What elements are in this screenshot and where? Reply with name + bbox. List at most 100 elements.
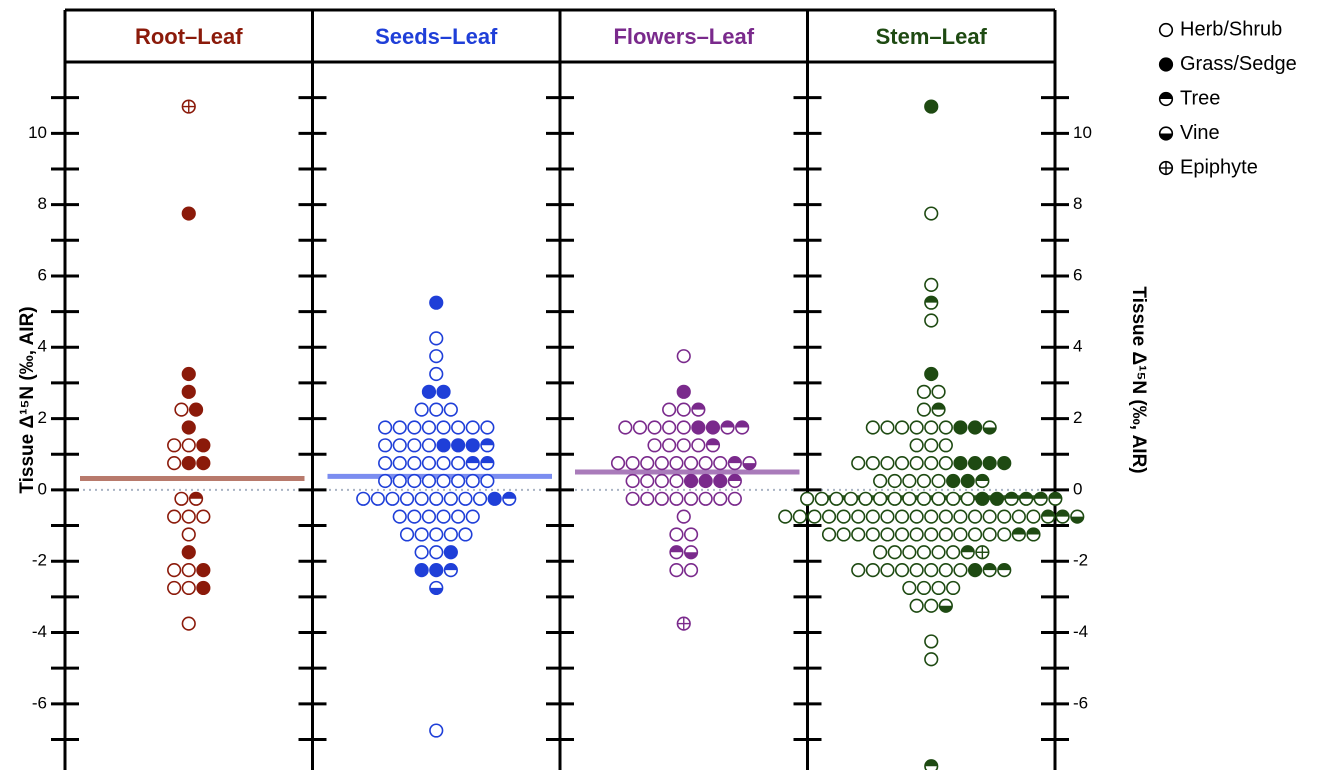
point-outline [887, 491, 902, 506]
point [414, 491, 429, 506]
point-outline [887, 545, 902, 560]
point-outline [713, 491, 728, 506]
point-half [1019, 492, 1033, 499]
point [407, 438, 422, 453]
point-outline [676, 420, 691, 435]
point-outline [443, 527, 458, 542]
point-outline [865, 527, 880, 542]
point-outline [953, 563, 968, 578]
point [421, 384, 437, 399]
point-outline [873, 473, 888, 489]
point-outline [836, 527, 851, 542]
point [1033, 491, 1048, 506]
point [167, 438, 182, 453]
point [188, 491, 204, 506]
point [429, 527, 444, 542]
point [451, 509, 466, 524]
point [1011, 527, 1026, 542]
point-half [735, 421, 749, 428]
legend-item: Vine [1158, 122, 1220, 144]
point-outline [640, 473, 655, 489]
legend-symbol [1158, 126, 1174, 141]
point [727, 473, 742, 489]
point [436, 384, 451, 399]
point [647, 420, 662, 435]
point-outline [451, 509, 466, 524]
point-half [997, 563, 1011, 571]
point [414, 545, 429, 560]
point-outline [938, 563, 953, 578]
point [429, 580, 444, 596]
point-outline [392, 438, 407, 453]
point-outline [851, 456, 866, 471]
point [1055, 509, 1070, 524]
point [465, 420, 480, 435]
point [924, 634, 939, 649]
point [443, 527, 458, 542]
point [443, 545, 458, 560]
point [946, 580, 961, 596]
legend-symbol [1158, 57, 1174, 72]
legend-item: Herb/Shrub [1158, 18, 1282, 40]
point [873, 473, 888, 489]
point [924, 206, 939, 221]
point-outline [436, 473, 451, 489]
point [953, 563, 968, 578]
point [1011, 509, 1026, 524]
point [858, 491, 873, 506]
point [953, 527, 968, 542]
point-half [983, 563, 996, 571]
point-outline [946, 580, 961, 596]
point-outline [378, 456, 393, 471]
y-tick-label: -6 [32, 693, 47, 712]
point-outline [916, 580, 932, 596]
y-tick-label: 8 [38, 194, 47, 213]
point-outline [196, 563, 211, 578]
point-outline [800, 491, 815, 506]
point-half [466, 456, 480, 464]
point-outline [829, 491, 844, 506]
point [691, 402, 706, 417]
point-outline [669, 491, 684, 506]
point-outline [181, 366, 196, 382]
point-half [1056, 510, 1069, 517]
y-tick-label: 2 [38, 408, 47, 427]
point [399, 491, 415, 506]
point [181, 509, 196, 524]
point [713, 473, 728, 489]
point-outline [938, 420, 953, 435]
point [392, 456, 407, 471]
y2-tick-label: 8 [1073, 194, 1082, 213]
point [851, 509, 866, 524]
point [676, 509, 691, 524]
point-half [1049, 492, 1062, 499]
point [924, 563, 939, 578]
point [378, 420, 393, 435]
point [982, 563, 997, 578]
point-outline [378, 438, 393, 453]
y2-tick-label: -4 [1073, 622, 1088, 641]
point-outline [429, 402, 444, 417]
point-outline [909, 456, 924, 471]
point [698, 491, 713, 506]
point-outline [698, 473, 713, 489]
point [1048, 491, 1063, 506]
point-outline [407, 420, 422, 435]
point [436, 473, 451, 489]
point-outline [632, 420, 648, 435]
point-outline [931, 491, 946, 506]
point [399, 527, 415, 542]
point [188, 402, 204, 417]
point [683, 473, 699, 489]
point [727, 491, 742, 506]
point [181, 384, 196, 399]
point [902, 473, 917, 489]
point [196, 438, 211, 453]
point-outline [465, 438, 480, 453]
point-outline [421, 473, 437, 489]
point-outline [953, 420, 968, 435]
point-half [976, 474, 989, 481]
point-half [670, 545, 683, 553]
legend-symbol [1158, 91, 1174, 107]
point [982, 420, 997, 435]
